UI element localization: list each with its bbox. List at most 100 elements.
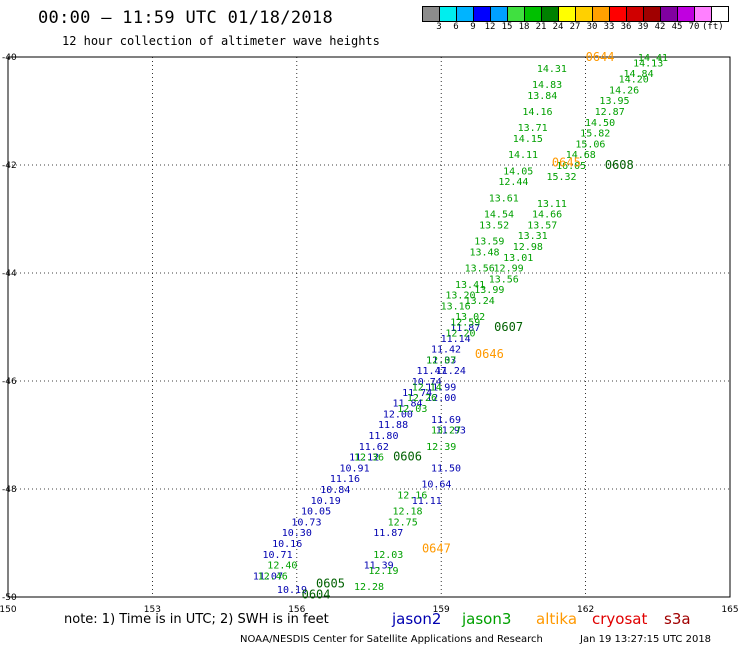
jason3-wave-height: 12.03: [373, 550, 403, 561]
x-tick-label: 165: [721, 605, 738, 615]
jason3-wave-height: 14.83: [532, 80, 562, 91]
x-tick-label: 150: [0, 605, 17, 615]
pass-time-label: 0607: [494, 320, 523, 334]
jason3-wave-height: 12.87: [595, 107, 625, 118]
pass-time-label: 0604: [302, 587, 331, 601]
y-tick-label: -42: [2, 161, 17, 171]
colorbar-swatch: [542, 7, 559, 21]
colorbar-label: 9: [470, 22, 476, 32]
x-tick-label: 153: [144, 605, 161, 615]
pass-time-label: 0647: [422, 541, 451, 555]
jason2-wave-height: 12.00: [426, 393, 456, 404]
colorbar-swatch: [576, 7, 593, 21]
page-subtitle: 12 hour collection of altimeter wave hei…: [62, 34, 380, 48]
footer-timestamp: Jan 19 13:27:15 UTC 2018: [580, 634, 712, 645]
jason3-wave-height: 13.56: [465, 264, 495, 275]
jason3-wave-height: 14.31: [537, 64, 567, 75]
colorbar-label: 3: [436, 22, 442, 32]
jason3-wave-height: 12.03: [397, 404, 427, 415]
colorbar-swatch: [457, 7, 474, 21]
jason2-wave-height: 11.24: [436, 366, 466, 377]
jason3-wave-height: 12.14: [412, 382, 442, 393]
legend-item-cryosat: cryosat: [592, 610, 648, 628]
legend-item-s3a: s3a: [664, 610, 691, 628]
wave-height-colorbar: [422, 6, 729, 22]
jason3-wave-height: 16.05: [556, 161, 586, 172]
jason3-wave-height: 13.27: [431, 426, 461, 437]
jason3-wave-height: 15.82: [580, 129, 610, 140]
jason3-wave-height: 13.99: [474, 285, 504, 296]
jason3-wave-height: 12.20: [445, 328, 475, 339]
jason2-wave-height: 10.19: [311, 496, 341, 507]
jason3-wave-height: 12.18: [392, 507, 422, 518]
jason3-wave-height: 12.39: [426, 442, 456, 453]
colorbar-swatch: [644, 7, 661, 21]
jason3-wave-height: 13.20: [445, 291, 475, 302]
colorbar-swatch: [559, 7, 576, 21]
colorbar-label: 36: [620, 22, 632, 32]
colorbar-label: 21: [535, 22, 547, 32]
jason3-wave-height: 13.56: [489, 274, 519, 285]
jason3-wave-height: 14.68: [566, 150, 596, 161]
colorbar-swatch: [525, 7, 542, 21]
page-title: 00:00 – 11:59 UTC 01/18/2018: [38, 8, 333, 28]
colorbar-label: 30: [586, 22, 598, 32]
y-tick-label: -40: [2, 53, 17, 63]
jason2-wave-height: 10.91: [340, 463, 370, 474]
jason3-wave-height: 14.66: [532, 210, 562, 221]
jason3-wave-height: 14.26: [609, 85, 639, 96]
jason3-wave-height: 13.24: [465, 296, 495, 307]
jason3-wave-height: 13.48: [469, 247, 499, 258]
jason3-wave-height: 13.57: [527, 220, 557, 231]
jason3-wave-height: 14.15: [513, 134, 543, 145]
colorbar-swatch: [678, 7, 695, 21]
colorbar-label: 12: [484, 22, 496, 32]
jason3-wave-height: 15.06: [575, 139, 605, 150]
y-tick-label: -44: [2, 269, 17, 279]
colorbar-label: 24: [552, 22, 564, 32]
jason3-wave-height: 12.99: [494, 264, 524, 275]
jason3-wave-height: 12.16: [397, 490, 427, 501]
colorbar-label: 6: [453, 22, 459, 32]
colorbar-label: (ft): [702, 22, 724, 32]
jason2-wave-height: 11.74: [402, 388, 432, 399]
x-tick-label: 162: [577, 605, 594, 615]
jason3-wave-height: 14.50: [585, 118, 615, 129]
jason3-wave-height: 12.46: [258, 571, 288, 582]
jason3-wave-height: 14.54: [484, 210, 514, 221]
jason3-wave-height: 13.52: [479, 220, 509, 231]
colorbar-swatch: [508, 7, 525, 21]
colorbar-swatch: [661, 7, 678, 21]
jason3-wave-height: 13.71: [518, 123, 548, 134]
x-tick-label: 156: [288, 605, 305, 615]
pass-time-label: 0605: [316, 577, 345, 591]
colorbar-label: 33: [603, 22, 615, 32]
y-tick-label: -48: [2, 485, 17, 495]
colorbar-swatch: [423, 7, 440, 21]
colorbar-swatch: [593, 7, 610, 21]
legend-item-jason2: jason2: [392, 610, 442, 628]
jason3-wave-height: 12.36: [354, 453, 384, 464]
jason3-wave-height: 14.20: [619, 75, 649, 86]
pass-time-label: 0646: [475, 347, 504, 361]
y-tick-label: -50: [2, 593, 17, 603]
colorbar-label: 18: [518, 22, 530, 32]
colorbar-label: 70: [688, 22, 700, 32]
jason3-wave-height: 13.01: [503, 253, 533, 264]
jason2-wave-height: 11.87: [373, 528, 403, 539]
jason3-wave-height: 13.41: [455, 280, 485, 291]
jason2-wave-height: 11.93: [436, 426, 466, 437]
jason3-wave-height: 12.75: [388, 517, 418, 528]
jason2-wave-height: 10.30: [282, 528, 312, 539]
colorbar-label: 42: [654, 22, 666, 32]
jason3-wave-height: 13.95: [599, 96, 629, 107]
jason3-wave-height: 12.59: [450, 318, 480, 329]
jason3-wave-height: 14.16: [522, 107, 552, 118]
jason2-wave-height: 10.64: [421, 480, 451, 491]
jason3-wave-height: 13.61: [489, 193, 519, 204]
jason3-wave-height: 13.16: [441, 301, 471, 312]
jason2-wave-height: 11.33: [426, 355, 456, 366]
colorbar-label: 15: [501, 22, 513, 32]
jason2-wave-height: 10.19: [277, 585, 307, 596]
